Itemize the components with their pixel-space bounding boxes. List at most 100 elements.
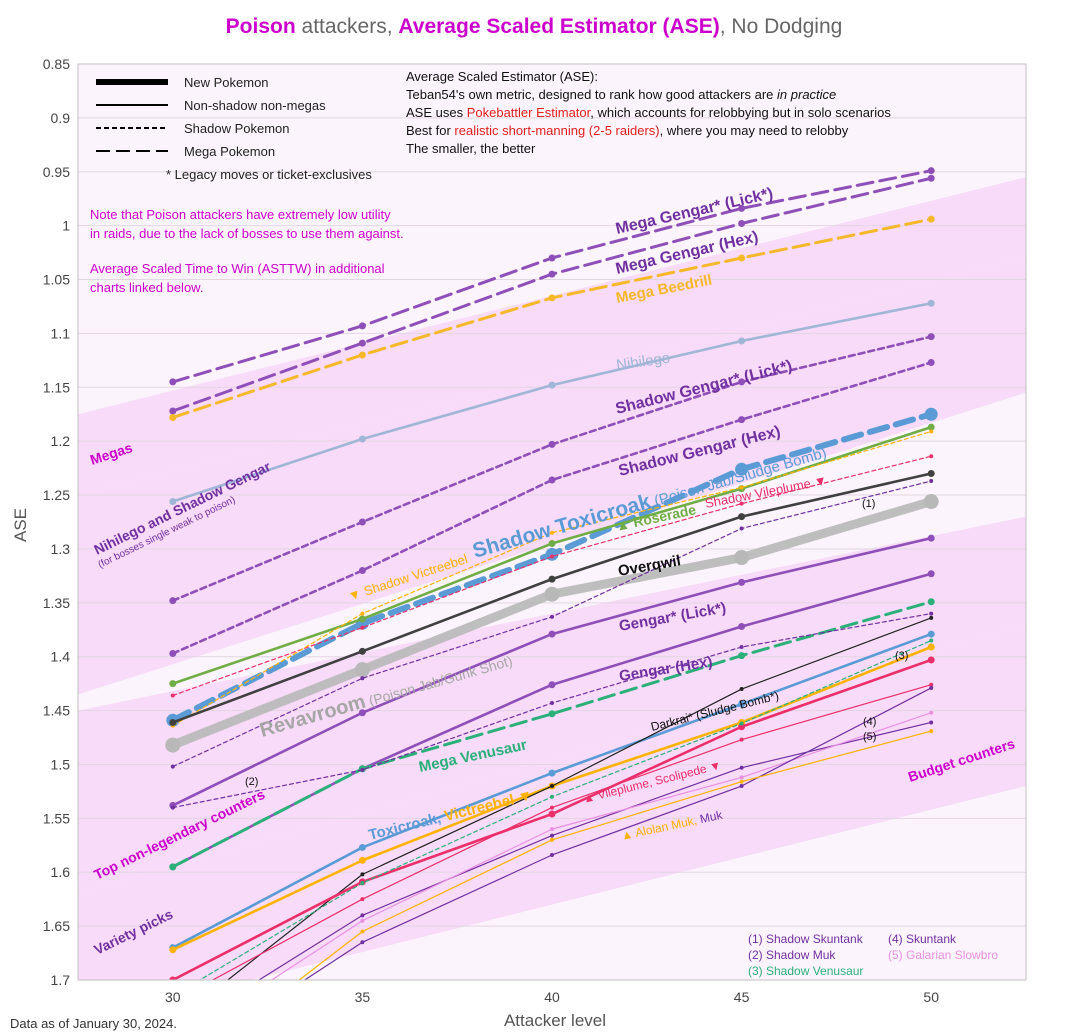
band-nihilego-gengar: [78, 257, 1026, 695]
series-shadow-venusaur-3-point: [550, 794, 554, 799]
series-overqwil-point: [927, 470, 935, 478]
info-line-2a: Teban54's own metric, designed to rank h…: [406, 87, 777, 102]
series-alolan-muk-point: [739, 779, 744, 784]
series-overqwil-point: [358, 647, 366, 655]
notes: Note that Poison attackers have extremel…: [90, 207, 404, 295]
marker-3: (3): [895, 650, 908, 662]
y-axis-label: ASE: [11, 508, 30, 542]
series-mega-beedrill-point: [548, 294, 556, 302]
info-line-3b: Pokebattler Estimator: [467, 105, 592, 120]
y-tick-label: 1.6: [51, 864, 71, 880]
series-mega-beedrill: [169, 215, 935, 421]
x-axis-label: Attacker level: [504, 1011, 606, 1030]
marker-5: (5): [863, 731, 876, 743]
title-nododge: , No Dodging: [720, 15, 843, 38]
series-roserade-point: [548, 540, 556, 548]
x-tick-label: 50: [923, 989, 939, 1005]
y-tick-label: 0.9: [51, 110, 71, 126]
y-tick-label: 1.35: [43, 595, 70, 611]
series-revavroom-poison-jab-gunk-shot-point: [544, 586, 560, 602]
series-skuntank-4: [257, 720, 934, 980]
y-tick-label: 1.45: [43, 703, 70, 719]
marker-4: (4): [863, 716, 876, 728]
series-galarian-slowbro-5-point: [929, 710, 934, 715]
band-top: [78, 516, 1026, 894]
info-line-4c: , where you may need to relobby: [660, 123, 849, 138]
series-shadow-victreebel-point: [739, 485, 744, 490]
series-overqwil-point: [548, 575, 556, 583]
series-vileplume-scolipede-point: [738, 723, 746, 731]
note-2: in raids, due to the lack of bosses to u…: [90, 226, 404, 241]
series-skuntank-4-point: [550, 833, 554, 838]
series-nihilego-point: [169, 498, 177, 506]
series-mega-gengar-hex-point: [169, 407, 177, 415]
series-shadow-gengar-hex-point: [169, 649, 177, 657]
series-shadow-skuntank-1-point: [739, 526, 744, 531]
y-tick-label: 0.85: [43, 56, 70, 72]
series-shadow-gengar-hex-point: [548, 476, 556, 484]
y-tick-label: 1: [62, 218, 70, 234]
series-mega-gengar-hex-point: [358, 339, 366, 347]
footnote-1: (1) Shadow Skuntank: [748, 932, 864, 946]
series-shadow-toxicroak-poison-jab-sludge-bomb-point: [924, 407, 938, 421]
series-shadow-gengar-hex-point: [738, 416, 746, 424]
legend-normal: Non-shadow non-megas: [184, 98, 326, 113]
series-muk-point: [360, 940, 365, 945]
series-shadow-victreebel-point: [929, 429, 934, 434]
info-line-1: Average Scaled Estimator (ASE):: [406, 69, 598, 84]
series-shadow-skuntank-1-point: [360, 676, 365, 681]
series-shadow-vileplume-point: [550, 554, 554, 559]
series-shadow-toxicroak-poison-jab-sludge-bomb-point: [545, 547, 559, 561]
series-skuntank-4-point: [360, 913, 365, 918]
series-nihilego-point: [927, 299, 935, 307]
series-vileplume-scolipede-point: [927, 656, 935, 664]
info-line-4: Best for realistic short-manning (2-5 ra…: [406, 123, 849, 138]
series-muk-point: [929, 685, 934, 690]
info-line-4b: realistic short-manning (2-5 raiders): [454, 123, 659, 138]
series-mega-gengar-hex-point: [548, 270, 556, 278]
series-shadow-muk-2-point: [739, 645, 744, 650]
series-mega-venusaur-point: [927, 598, 935, 606]
series-mega-beedrill-point: [927, 215, 935, 223]
y-tick-label: 1.4: [51, 649, 71, 665]
series-shadow-gengar-lick-point: [548, 440, 556, 448]
x-tick-label: 35: [355, 989, 371, 1005]
series-muk: [303, 685, 934, 980]
series-gengar-hex-point: [548, 681, 556, 689]
series-revavroom-poison-jab-gunk-shot-point: [165, 737, 181, 753]
series-scolipede: [211, 682, 934, 980]
series-vileplume-scolipede-point: [548, 810, 556, 818]
series-shadow-gengar-hex-point: [927, 359, 935, 367]
series-mega-gengar-lick-point: [927, 167, 935, 175]
footnote-3: (3) Shadow Venusaur: [748, 964, 863, 978]
series-shadow-gengar-lick-point: [738, 378, 746, 386]
series-mega-beedrill-point: [358, 351, 366, 359]
series-mega-venusaur-point: [738, 652, 746, 660]
series-scolipede-point: [550, 805, 554, 810]
series-overqwil-point: [169, 718, 177, 726]
y-tick-label: 1.3: [51, 541, 71, 557]
series-shadow-vileplume-point: [929, 454, 934, 459]
y-axis-ticks: 0.85 0.9 0.95 1 1.05 1.1 1.15 1.2 1.25 1.3 1.35 1.4…: [43, 56, 70, 988]
info-line-5: The smaller, the better: [406, 141, 536, 156]
series-victreebel-point: [927, 643, 935, 651]
series-shadow-vileplume-point: [739, 501, 744, 506]
series-shadow-victreebel-line: [172, 430, 932, 727]
footnote-4: (4) Skuntank: [888, 932, 957, 946]
series-alolan-muk-point: [929, 729, 934, 734]
series-gengar-hex-point: [927, 570, 935, 578]
series-shadow-skuntank-1: [170, 479, 934, 769]
series-scolipede-point: [739, 737, 744, 742]
info-line-2b: in practice: [777, 87, 836, 102]
series-shadow-venusaur-3-point: [929, 638, 934, 643]
series-victreebel-point: [358, 856, 366, 864]
series-shadow-skuntank-1-point: [170, 764, 175, 769]
series-shadow-gengar-lick: [169, 333, 935, 605]
series-revavroom-poison-jab-gunk-shot-point: [354, 662, 370, 678]
series-shadow-toxicroak-poison-jab-sludge-bomb-point: [735, 462, 749, 476]
series-mega-gengar-lick: [169, 167, 935, 386]
series-alolan-muk: [298, 729, 934, 980]
series-mega-venusaur-line: [171, 600, 933, 869]
series-nihilego-point: [358, 435, 366, 443]
